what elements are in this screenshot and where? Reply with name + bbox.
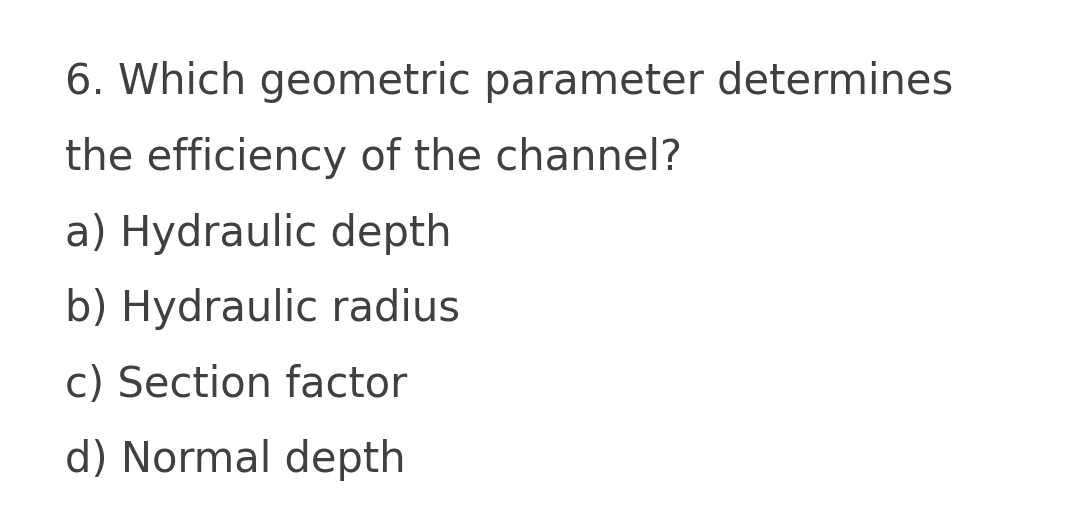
Text: b) Hydraulic radius: b) Hydraulic radius — [65, 288, 460, 330]
Text: 6. Which geometric parameter determines: 6. Which geometric parameter determines — [65, 61, 953, 103]
Text: a) Hydraulic depth: a) Hydraulic depth — [65, 213, 451, 254]
Text: the efficiency of the channel?: the efficiency of the channel? — [65, 137, 681, 179]
Text: c) Section factor: c) Section factor — [65, 364, 407, 406]
Text: d) Normal depth: d) Normal depth — [65, 439, 405, 481]
